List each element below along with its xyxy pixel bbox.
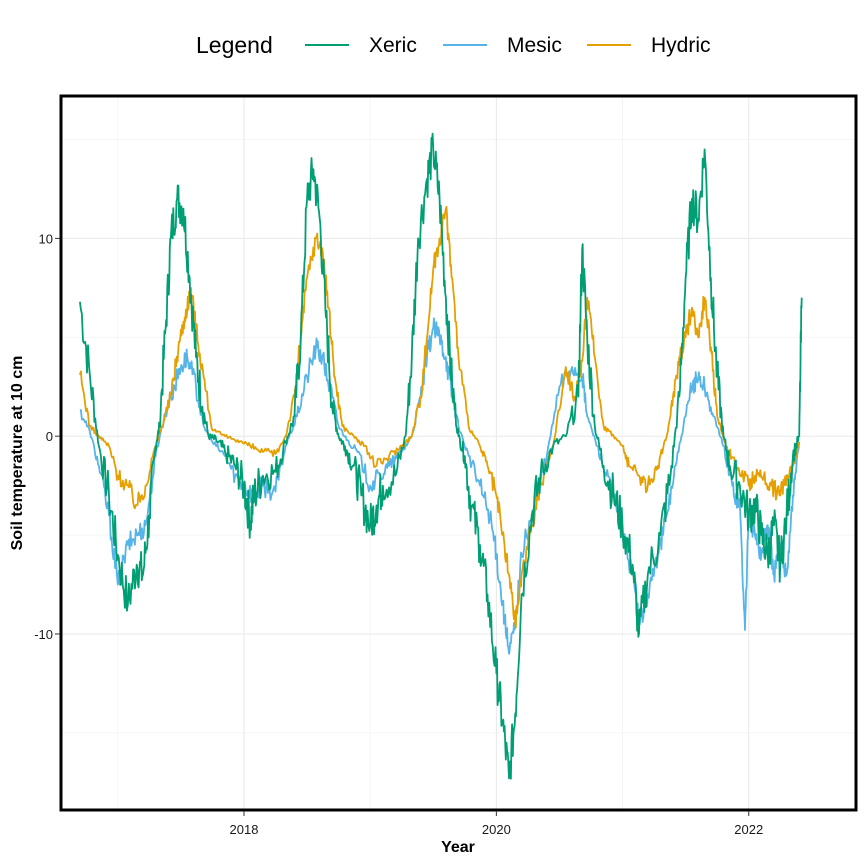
x-tick-label: 2020 xyxy=(482,822,511,837)
legend-label-mesic: Mesic xyxy=(507,34,562,57)
series-layer xyxy=(79,132,803,780)
x-tick-label: 2018 xyxy=(230,822,259,837)
legend-label-hydric: Hydric xyxy=(651,34,711,57)
y-tick-label: 10 xyxy=(39,231,53,246)
plot-frame xyxy=(59,94,858,812)
x-axis-title: Year xyxy=(441,839,475,856)
y-tick-label: -10 xyxy=(34,627,53,642)
legend: Legend Xeric Mesic Hydric xyxy=(196,32,711,58)
x-tick-label: 2022 xyxy=(734,822,763,837)
y-axis: -10 0 10 xyxy=(34,231,60,642)
grid xyxy=(61,96,856,810)
series-line-mesic xyxy=(79,317,801,655)
legend-label-xeric: Xeric xyxy=(369,34,417,57)
series-line-hydric xyxy=(79,205,801,629)
x-axis: 2018 2020 2022 xyxy=(230,811,763,837)
series-line-xeric xyxy=(79,132,803,780)
legend-title: Legend xyxy=(196,32,273,58)
y-axis-title: Soil temperature at 10 cm xyxy=(9,356,26,551)
y-tick-label: 0 xyxy=(46,429,53,444)
